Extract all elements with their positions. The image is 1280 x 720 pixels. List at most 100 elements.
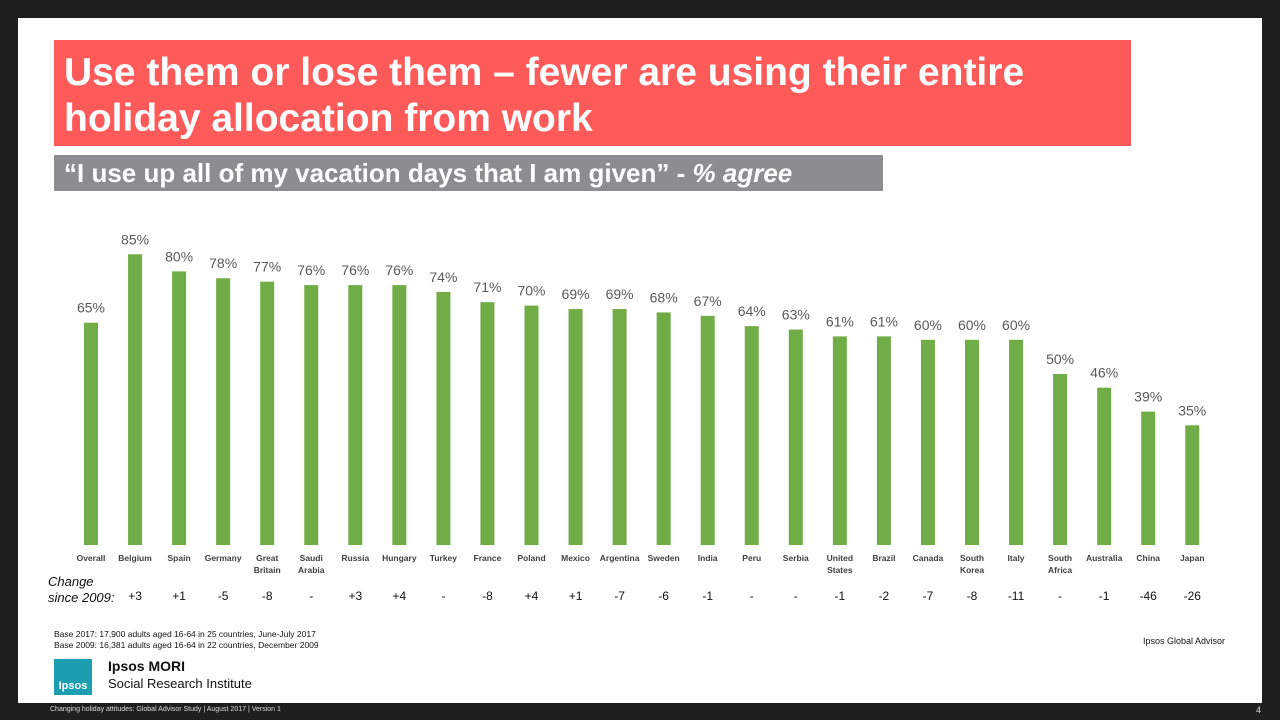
value-label: 46% bbox=[1090, 365, 1118, 381]
bar bbox=[1185, 425, 1200, 545]
value-label: 65% bbox=[77, 300, 105, 316]
bar bbox=[524, 305, 539, 545]
value-label: 39% bbox=[1134, 389, 1162, 405]
change-value: +3 bbox=[128, 589, 142, 603]
category-label: Sweden bbox=[648, 553, 680, 563]
change-value: +1 bbox=[569, 589, 583, 603]
change-value: -26 bbox=[1184, 589, 1202, 603]
value-label: 69% bbox=[606, 286, 634, 302]
value-label: 64% bbox=[738, 303, 766, 319]
category-label: Turkey bbox=[430, 553, 458, 563]
bar bbox=[700, 315, 715, 545]
category-label: Germany bbox=[205, 553, 242, 563]
change-value: - bbox=[750, 589, 754, 603]
bar bbox=[876, 336, 891, 545]
change-value: - bbox=[441, 589, 445, 603]
source-note: Ipsos Global Advisor bbox=[1143, 636, 1226, 646]
value-label: 61% bbox=[826, 313, 854, 329]
change-value: +4 bbox=[525, 589, 539, 603]
change-value: -8 bbox=[262, 589, 273, 603]
change-value: +1 bbox=[172, 589, 186, 603]
category-label: Belgium bbox=[118, 553, 152, 563]
bar bbox=[348, 285, 363, 545]
value-label: 71% bbox=[473, 279, 501, 295]
title-banner: Use them or lose them – fewer are using … bbox=[54, 40, 1131, 146]
value-label: 35% bbox=[1178, 402, 1206, 418]
value-label: 67% bbox=[694, 293, 722, 309]
bar bbox=[304, 285, 319, 545]
page-title: Use them or lose them – fewer are using … bbox=[64, 51, 1025, 140]
logo-text: Ipsos bbox=[58, 680, 88, 692]
value-label: 85% bbox=[121, 231, 149, 247]
bar bbox=[612, 309, 627, 545]
value-label: 77% bbox=[253, 259, 281, 275]
category-label: Poland bbox=[517, 553, 545, 563]
bar bbox=[128, 254, 143, 546]
bar bbox=[260, 281, 275, 545]
change-value: -8 bbox=[967, 589, 978, 603]
category-label: China bbox=[1136, 553, 1160, 563]
ipsos-logo: Ipsos bbox=[54, 659, 92, 695]
change-value: -11 bbox=[1008, 589, 1025, 603]
footer-text: Changing holiday attitudes: Global Advis… bbox=[50, 706, 281, 713]
category-label: Mexico bbox=[561, 553, 590, 563]
slide: Use them or lose them – fewer are using … bbox=[18, 18, 1262, 703]
category-label: South bbox=[1048, 553, 1072, 563]
category-label: Japan bbox=[1180, 553, 1205, 563]
category-label: United bbox=[827, 553, 853, 563]
category-label: France bbox=[474, 553, 502, 563]
value-label: 50% bbox=[1046, 351, 1074, 367]
change-value: +3 bbox=[348, 589, 362, 603]
value-label: 76% bbox=[385, 262, 413, 278]
bar bbox=[656, 312, 671, 545]
bar bbox=[172, 271, 187, 545]
category-label: Great bbox=[256, 553, 278, 563]
category-label: States bbox=[827, 565, 853, 575]
category-label: Africa bbox=[1048, 565, 1072, 575]
bar bbox=[568, 309, 583, 545]
change-label-line2: since 2009: bbox=[48, 590, 115, 605]
category-label: Russia bbox=[341, 553, 369, 563]
base-2009: Base 2009: 16,381 adults aged 16-64 in 2… bbox=[54, 640, 319, 650]
category-label: Argentina bbox=[600, 553, 640, 563]
change-value: -6 bbox=[658, 589, 669, 603]
org-name: Ipsos MORI bbox=[108, 658, 186, 674]
bar bbox=[920, 339, 935, 545]
category-label: Spain bbox=[168, 553, 191, 563]
bar bbox=[1009, 339, 1024, 545]
value-label: 63% bbox=[782, 307, 810, 323]
change-value: -1 bbox=[835, 589, 846, 603]
value-label: 70% bbox=[517, 283, 545, 299]
change-value: -7 bbox=[614, 589, 625, 603]
bar bbox=[1097, 387, 1112, 545]
org-subtitle: Social Research Institute bbox=[108, 676, 252, 691]
bar bbox=[788, 329, 803, 545]
category-label: Peru bbox=[742, 553, 761, 563]
subtitle-emphasis: % agree bbox=[692, 158, 793, 188]
category-label: Brazil bbox=[872, 553, 895, 563]
page-number: 4 bbox=[1256, 705, 1262, 715]
bar bbox=[1141, 411, 1156, 545]
value-label: 68% bbox=[650, 289, 678, 305]
bar bbox=[392, 285, 407, 545]
value-label: 61% bbox=[870, 313, 898, 329]
value-label: 60% bbox=[1002, 317, 1030, 333]
category-label: Korea bbox=[960, 565, 984, 575]
change-since-2009-label: Change since 2009: bbox=[48, 574, 115, 606]
change-value: -1 bbox=[702, 589, 713, 603]
change-value: -2 bbox=[879, 589, 890, 603]
bar bbox=[216, 278, 231, 545]
category-label: Australia bbox=[1086, 553, 1123, 563]
bar-chart: 65% Overall 85% Belgium +3 80% Spain +1 78% Germa… bbox=[77, 231, 1207, 603]
category-label: Canada bbox=[913, 553, 944, 563]
category-label: Overall bbox=[77, 553, 106, 563]
change-value: -1 bbox=[1099, 589, 1110, 603]
value-label: 60% bbox=[958, 317, 986, 333]
category-label: India bbox=[698, 553, 718, 563]
category-label: Saudi bbox=[300, 553, 323, 563]
base-2017: Base 2017: 17,900 adults aged 16-64 in 2… bbox=[54, 629, 316, 639]
bar bbox=[480, 302, 495, 545]
change-value: -8 bbox=[482, 589, 493, 603]
value-label: 69% bbox=[562, 286, 590, 302]
bar bbox=[832, 336, 847, 545]
